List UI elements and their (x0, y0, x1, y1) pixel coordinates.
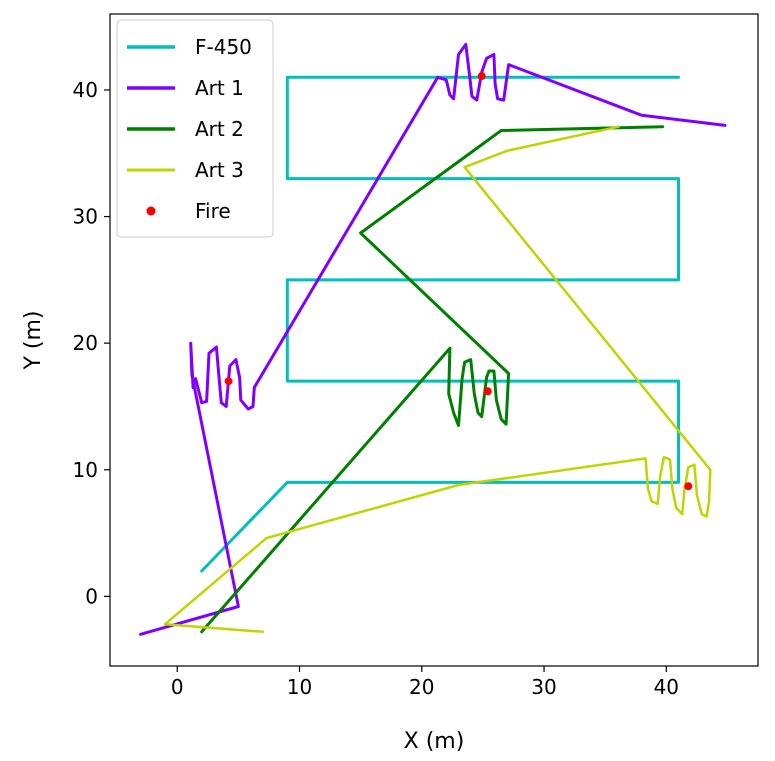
y-axis-label: Y (m) (21, 310, 46, 370)
y-tick-label: 0 (85, 584, 98, 608)
plot-frame (109, 13, 759, 667)
y-tick-label: 40 (73, 78, 98, 102)
series-layer (139, 42, 727, 636)
legend-label-fire: Fire (195, 199, 231, 223)
fire-point (224, 377, 233, 386)
y-tick-label: 10 (73, 458, 98, 482)
fire-point (477, 72, 486, 81)
legend-label-f-450: F-450 (195, 35, 252, 59)
y-tick-label: 30 (73, 205, 98, 229)
legend: F-450 Art 1 Art 2 Art 3 Fire (116, 19, 274, 238)
x-tick-label: 10 (287, 675, 312, 699)
x-tick-label: 20 (409, 675, 434, 699)
fire-point (483, 387, 492, 396)
series-line-art-1 (139, 42, 727, 636)
legend-label-art-3: Art 3 (195, 158, 244, 182)
y-tick-label: 20 (73, 331, 98, 355)
series-line-art-3 (163, 125, 712, 634)
x-tick-label: 0 (171, 675, 184, 699)
x-tick-label: 40 (654, 675, 679, 699)
series-line-f-450 (200, 75, 680, 573)
scatter-layer (224, 72, 693, 491)
series-line-art-2 (200, 125, 665, 634)
legend-label-art-1: Art 1 (195, 76, 244, 100)
x-tick-label: 30 (531, 675, 556, 699)
legend-box (116, 19, 274, 238)
legend-label-art-2: Art 2 (195, 117, 244, 141)
legend-swatch-fire (146, 206, 156, 216)
tick-layer: 0 10 20 30 40 0 10 20 30 40 (73, 78, 679, 699)
x-axis-label: X (m) (404, 729, 465, 754)
fire-point (684, 482, 693, 491)
